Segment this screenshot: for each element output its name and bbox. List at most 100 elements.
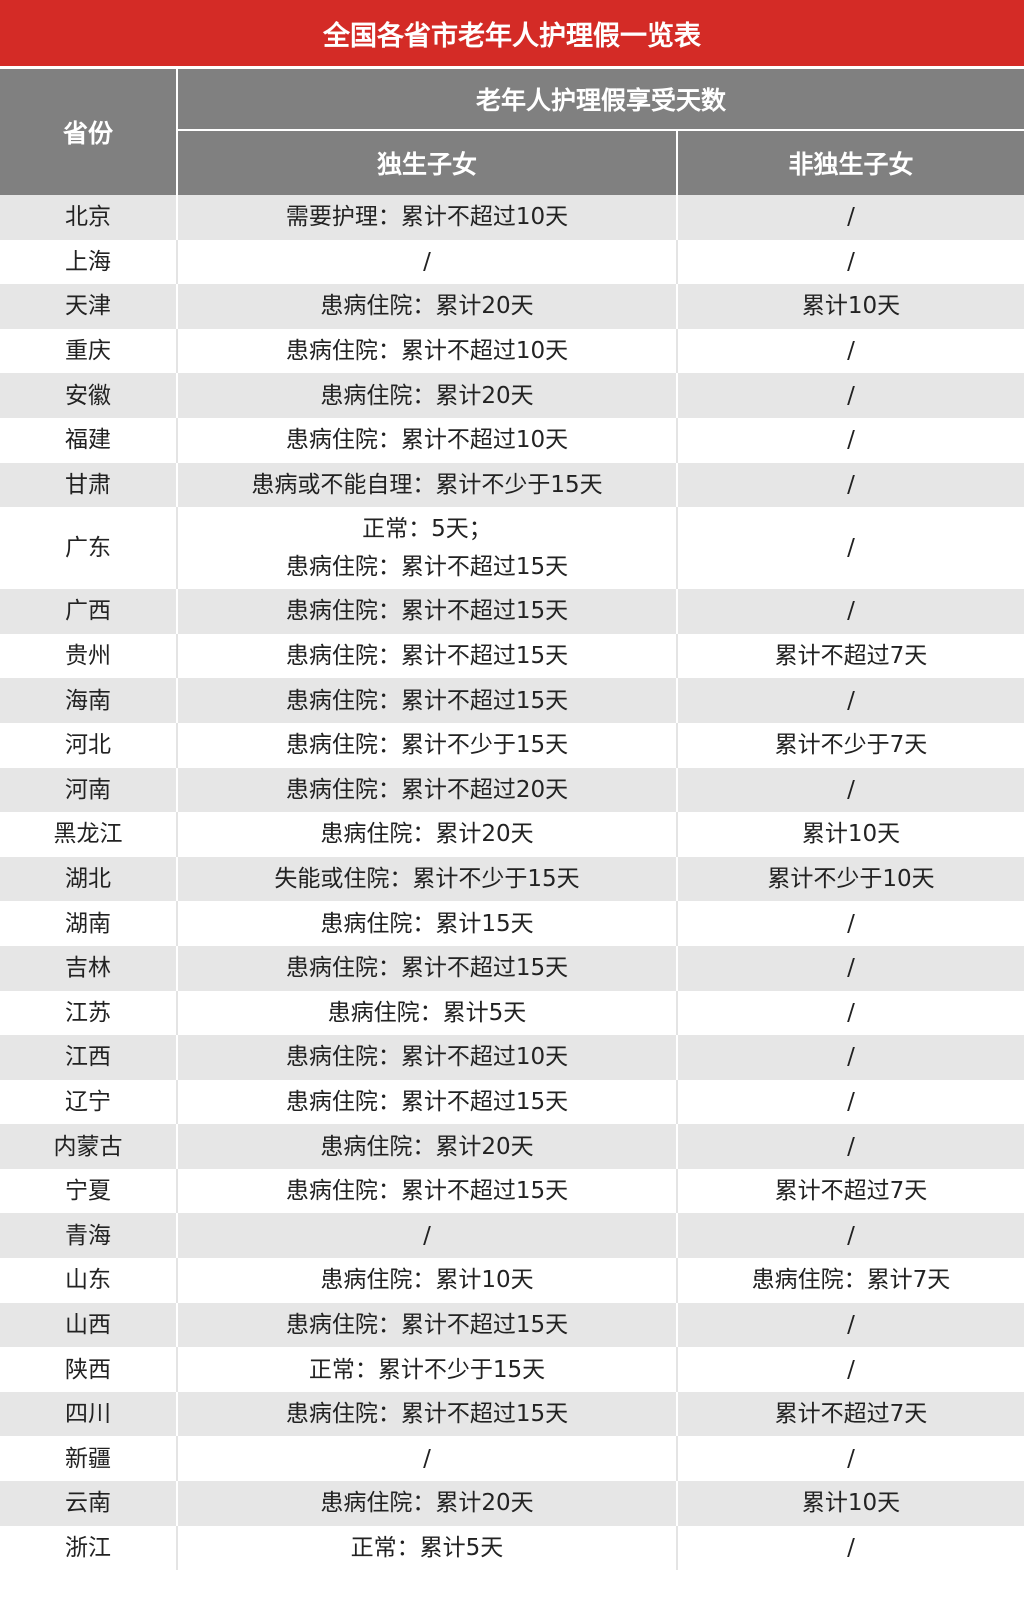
cell-non-only-child: / <box>847 471 855 498</box>
cell-only-child: 患病住院：累计不超过15天 <box>178 678 678 723</box>
cell-non-only-child: / <box>847 427 855 454</box>
cell-province: 辽宁 <box>0 1079 178 1125</box>
table-row: 江苏 患病住院：累计5天 / <box>0 990 1024 1036</box>
cell-province: 陕西 <box>0 1347 178 1392</box>
cell-only-child: 患病住院：累计10天 <box>178 1258 678 1303</box>
cell-only-child: 患病住院：累计15天 <box>178 901 678 946</box>
cell-only-child: 患病住院：累计不超过15天 <box>178 633 678 679</box>
cell-only-child: 患病住院：累计不超过10天 <box>178 1035 678 1080</box>
table-row: 海南 患病住院：累计不超过15天 / <box>0 678 1024 723</box>
table-row: 辽宁 患病住院：累计不超过15天 / <box>0 1079 1024 1125</box>
table-row: 浙江 正常：累计5天 / <box>0 1525 1024 1571</box>
table-row: 内蒙古 患病住院：累计20天 / <box>0 1124 1024 1169</box>
cell-non-only-child: 累计10天 <box>801 293 901 320</box>
cell-non-only-child: / <box>847 1356 855 1383</box>
table-title: 全国各省市老年人护理假一览表 <box>0 0 1024 69</box>
cell-only-child: 患病住院：累计不超过15天 <box>178 1391 678 1437</box>
header-province: 省份 <box>0 69 178 195</box>
cell-only-child: 患病住院：累计20天 <box>178 1481 678 1526</box>
cell-only-child: 患病住院：累计20天 <box>178 373 678 418</box>
cell-province: 天津 <box>0 284 178 329</box>
cell-only-child: 患病或不能自理：累计不少于15天 <box>178 462 678 508</box>
cell-non-only-child: 累计10天 <box>801 1490 901 1517</box>
cell-only-child: 患病住院：累计5天 <box>178 990 678 1036</box>
cell-non-only-child: 患病住院：累计7天 <box>751 1267 951 1294</box>
cell-non-only-child: / <box>847 535 855 562</box>
cell-only-child: / <box>178 1213 678 1259</box>
cell-only-child: 患病住院：累计不超过20天 <box>178 767 678 813</box>
cell-only-child: 患病住院：累计不超过15天 <box>178 589 678 634</box>
cell-non-only-child: 累计不少于7天 <box>774 732 928 759</box>
table-header: 省份 老年人护理假享受天数 独生子女 非独生子女 <box>0 69 1024 195</box>
table-row: 陕西 正常：累计不少于15天 / <box>0 1347 1024 1392</box>
table-row: 山东 患病住院：累计10天 患病住院：累计7天 <box>0 1258 1024 1303</box>
table-row: 湖北 失能或住院：累计不少于15天 累计不少于10天 <box>0 856 1024 902</box>
table-row: 重庆 患病住院：累计不超过10天 / <box>0 328 1024 374</box>
cell-only-child: 患病住院：累计不超过15天 <box>178 1302 678 1348</box>
cell-province: 山东 <box>0 1258 178 1303</box>
cell-province: 吉林 <box>0 945 178 991</box>
cell-province: 宁夏 <box>0 1168 178 1214</box>
cell-non-only-child: 累计不少于10天 <box>767 866 935 893</box>
cell-province: 贵州 <box>0 633 178 679</box>
cell-only-child: 患病住院：累计20天 <box>178 284 678 329</box>
table-row: 上海 / / <box>0 239 1024 285</box>
table-row: 湖南 患病住院：累计15天 / <box>0 901 1024 946</box>
header-only-child: 独生子女 <box>178 131 678 195</box>
table-row: 福建 患病住院：累计不超过10天 / <box>0 417 1024 463</box>
cell-non-only-child: 累计不超过7天 <box>774 643 928 670</box>
cell-non-only-child: / <box>847 338 855 365</box>
cell-non-only-child: 累计10天 <box>801 821 901 848</box>
table-row: 山西 患病住院：累计不超过15天 / <box>0 1302 1024 1348</box>
cell-province: 黑龙江 <box>0 812 178 857</box>
table-row: 贵州 患病住院：累计不超过15天 累计不超过7天 <box>0 633 1024 679</box>
cell-only-child: / <box>178 1436 678 1482</box>
table-row: 青海 / / <box>0 1213 1024 1259</box>
cell-non-only-child: / <box>847 382 855 409</box>
cell-province: 江西 <box>0 1035 178 1080</box>
header-non-only-child: 非独生子女 <box>788 150 914 179</box>
table-row: 吉林 患病住院：累计不超过15天 / <box>0 945 1024 991</box>
header-group: 老年人护理假享受天数 <box>178 69 1024 131</box>
cell-province: 上海 <box>0 239 178 285</box>
cell-non-only-child: / <box>847 999 855 1026</box>
cell-province: 广东 <box>0 507 178 590</box>
cell-province: 浙江 <box>0 1525 178 1571</box>
table-row: 北京 需要护理：累计不超过10天 / <box>0 195 1024 240</box>
table-row: 广西 患病住院：累计不超过15天 / <box>0 589 1024 634</box>
cell-only-child: 患病住院：累计不超过15天 <box>178 945 678 991</box>
cell-non-only-child: / <box>847 776 855 803</box>
cell-province: 湖北 <box>0 856 178 902</box>
cell-non-only-child: / <box>847 1534 855 1561</box>
cell-province: 北京 <box>0 195 178 240</box>
cell-only-child: 正常：5天； 患病住院：累计不超过15天 <box>178 507 678 590</box>
cell-province: 河北 <box>0 722 178 768</box>
cell-only-child: / <box>178 239 678 285</box>
table-row: 云南 患病住院：累计20天 累计10天 <box>0 1481 1024 1526</box>
cell-province: 山西 <box>0 1302 178 1348</box>
cell-only-child: 患病住院：累计不超过15天 <box>178 1168 678 1214</box>
table-row: 四川 患病住院：累计不超过15天 累计不超过7天 <box>0 1391 1024 1437</box>
table-row: 天津 患病住院：累计20天 累计10天 <box>0 284 1024 329</box>
cell-only-child: 需要护理：累计不超过10天 <box>178 195 678 240</box>
cell-only-child: 患病住院：累计不超过10天 <box>178 417 678 463</box>
cell-province: 重庆 <box>0 328 178 374</box>
table-row: 广东 正常：5天； 患病住院：累计不超过15天 / <box>0 507 1024 590</box>
table-row: 宁夏 患病住院：累计不超过15天 累计不超过7天 <box>0 1168 1024 1214</box>
table-row: 新疆 / / <box>0 1436 1024 1482</box>
cell-province: 新疆 <box>0 1436 178 1482</box>
cell-non-only-child: / <box>847 1445 855 1472</box>
cell-province: 河南 <box>0 767 178 813</box>
cell-province: 湖南 <box>0 901 178 946</box>
cell-only-child: 患病住院：累计20天 <box>178 1124 678 1169</box>
cell-non-only-child: / <box>847 598 855 625</box>
cell-province: 福建 <box>0 417 178 463</box>
table-row: 河南 患病住院：累计不超过20天 / <box>0 767 1024 813</box>
cell-province: 安徽 <box>0 373 178 418</box>
cell-non-only-child: / <box>847 687 855 714</box>
cell-non-only-child: 累计不超过7天 <box>774 1178 928 1205</box>
cell-non-only-child: / <box>847 1088 855 1115</box>
table-body: 北京 需要护理：累计不超过10天 / 上海 / / 天津 患病住院：累计20天 累计10天 重庆患… <box>0 195 1024 1571</box>
cell-only-child: 患病住院：累计不超过10天 <box>178 328 678 374</box>
cell-non-only-child: / <box>847 1044 855 1071</box>
